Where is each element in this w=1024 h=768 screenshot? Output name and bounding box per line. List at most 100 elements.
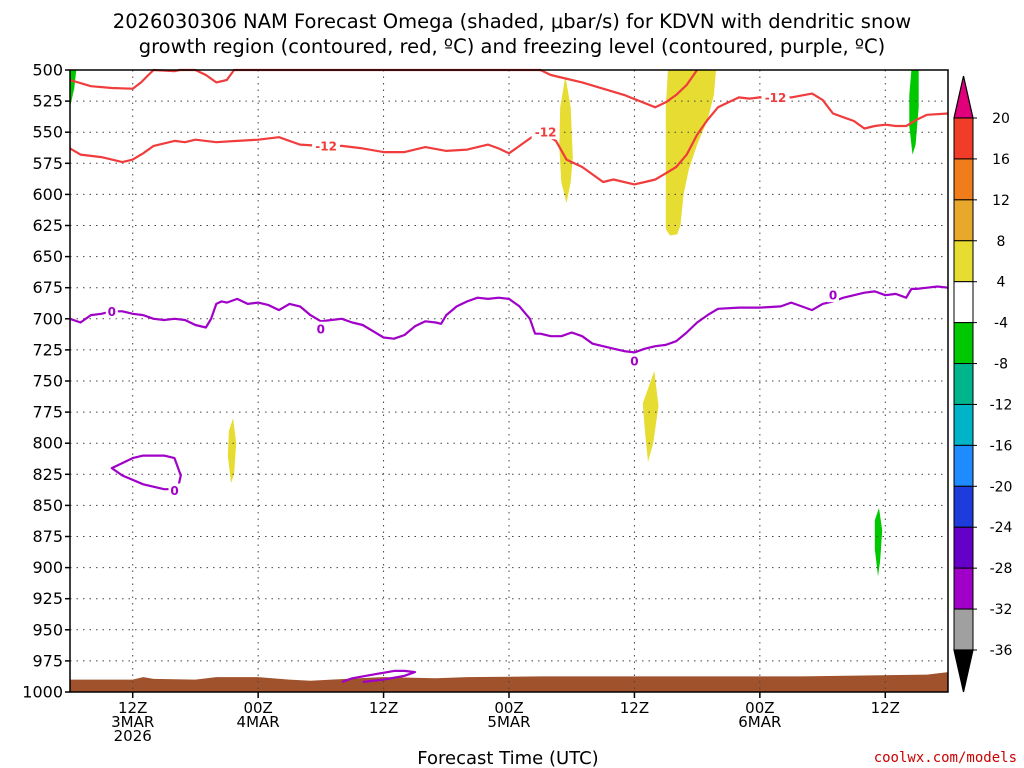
contour-freezing-level xyxy=(69,285,949,354)
credit-text[interactable]: coolwx.com/models xyxy=(874,750,1017,766)
contour-label-background xyxy=(168,483,181,498)
y-tick-label: 900 xyxy=(32,558,63,577)
contour-label-background xyxy=(827,288,840,303)
colorbar-bottom-triangle xyxy=(953,649,974,693)
colorbar-bin xyxy=(953,281,974,324)
colorbar-bin xyxy=(953,526,974,569)
y-tick-label: 775 xyxy=(32,403,63,422)
x-tick-label: 5MAR xyxy=(487,713,530,731)
colorbar-label: -28 xyxy=(990,561,1013,577)
shaded-region-omega-negative-4-8 xyxy=(909,70,919,155)
y-tick-label: 550 xyxy=(32,123,63,142)
x-tick-label: 6MAR xyxy=(738,713,781,731)
contour-label-background xyxy=(314,321,327,336)
shaded-region-omega-positive-4-8 xyxy=(665,70,716,236)
colorbar-label: 12 xyxy=(992,193,1010,209)
colorbar-label: -8 xyxy=(994,357,1008,373)
colorbar-bin xyxy=(953,240,974,283)
colorbar-label: 20 xyxy=(992,111,1010,127)
contour-label: -12 xyxy=(535,126,557,140)
x-tick-label: 00Z xyxy=(494,699,523,717)
colorbar: 20 16 12 8 4 -4 -8 -12 -16 -20 -24 -28 -32 -36 xyxy=(953,75,1013,693)
colorbar-bin xyxy=(953,117,974,160)
colorbar-bin xyxy=(953,485,974,528)
colorbar-bin xyxy=(953,608,974,651)
x-tick-label: 4MAR xyxy=(237,713,280,731)
chart-title-line2: growth region (contoured, red, ºC) and f… xyxy=(139,35,886,58)
x-tick-label: 12Z xyxy=(871,699,900,717)
x-tick-label: 12Z xyxy=(369,699,398,717)
y-tick-label: 850 xyxy=(32,496,63,515)
contour-label: 0 xyxy=(317,322,325,336)
x-axis-label: Forecast Time (UTC) xyxy=(417,748,598,768)
y-tick-label: 500 xyxy=(32,61,63,80)
x-tick-label: 00Z xyxy=(243,699,272,717)
plot-frame xyxy=(69,69,949,693)
chart-title-line1: 2026030306 NAM Forecast Omega (shaded, μ… xyxy=(113,10,911,33)
contour-label: 0 xyxy=(170,484,178,498)
colorbar-label: 16 xyxy=(992,152,1010,168)
contour-freezing-level-surface xyxy=(341,669,416,684)
contour-label-background xyxy=(761,90,790,105)
y-tick-label: 625 xyxy=(32,216,63,235)
colorbar-bin xyxy=(953,567,974,610)
y-tick-label: 825 xyxy=(32,465,63,484)
y-tick-label: 700 xyxy=(32,309,63,328)
colorbar-bin xyxy=(953,444,974,487)
y-tick-label: 925 xyxy=(32,589,63,608)
colorbar-label: -24 xyxy=(990,520,1013,536)
y-tick-label: 525 xyxy=(32,92,63,111)
colorbar-bin xyxy=(953,199,974,242)
y-tick-label: 975 xyxy=(32,651,63,670)
shaded-region-omega-negative-4-8 xyxy=(70,70,77,108)
y-tick-label: 725 xyxy=(32,340,63,359)
colorbar-label: -4 xyxy=(994,316,1008,332)
y-tick-label: 950 xyxy=(32,620,63,639)
colorbar-bin xyxy=(953,158,974,201)
colorbar-bin xyxy=(953,403,974,446)
contour-label-background xyxy=(105,304,118,319)
shaded-region-omega-positive-4-8 xyxy=(559,76,573,204)
y-tick-label: 675 xyxy=(32,278,63,297)
x-tick-label: 12Z xyxy=(118,699,147,717)
y-tick-label: 600 xyxy=(32,185,63,204)
x-tick-label: 3MAR xyxy=(111,713,154,731)
shaded-region-omega-negative-4-8 xyxy=(874,507,883,577)
contour-label-background xyxy=(312,138,341,153)
colorbar-label: 4 xyxy=(997,275,1006,291)
contour-freezing-level-closed xyxy=(110,454,182,491)
colorbar-label: -16 xyxy=(990,438,1013,454)
contour-dgz-upper xyxy=(69,68,699,109)
shaded-region-omega-positive-4-8 xyxy=(227,418,237,483)
contour-dgz-lower xyxy=(69,92,949,186)
contour-label-background xyxy=(531,125,560,140)
colorbar-label: 8 xyxy=(997,234,1006,250)
colorbar-label: -20 xyxy=(990,479,1013,495)
x-tick-label: 00Z xyxy=(745,699,774,717)
colorbar-bin xyxy=(953,363,974,405)
y-tick-label: 875 xyxy=(32,527,63,546)
shaded-region-omega-positive-4-8 xyxy=(642,371,659,462)
y-tick-label: 750 xyxy=(32,372,63,391)
x-tick-label: 12Z xyxy=(620,699,649,717)
y-axis: 500 525 550 575 600 625 650 675 700 725 750 775 800 8… xyxy=(22,61,70,702)
y-tick-label: 1000 xyxy=(22,683,63,702)
contour-label: 0 xyxy=(829,289,837,303)
y-tick-label: 575 xyxy=(32,154,63,173)
plot-area: -12 -12 -12 0 0 0 0 0 xyxy=(69,68,949,693)
contour-label: 0 xyxy=(630,355,638,369)
y-tick-label: 800 xyxy=(32,434,63,453)
contour-label: -12 xyxy=(315,139,337,153)
colorbar-top-triangle xyxy=(953,75,974,119)
colorbar-bin xyxy=(953,322,974,365)
contour-label: 0 xyxy=(108,305,116,319)
colorbar-label: -32 xyxy=(990,602,1013,618)
y-tick-label: 650 xyxy=(32,247,63,266)
contour-label: -12 xyxy=(765,91,787,105)
colorbar-label: -12 xyxy=(990,397,1013,413)
contour-label-background xyxy=(628,354,641,369)
colorbar-label: -36 xyxy=(990,643,1013,659)
x-tick-label: 2026 xyxy=(114,727,152,745)
